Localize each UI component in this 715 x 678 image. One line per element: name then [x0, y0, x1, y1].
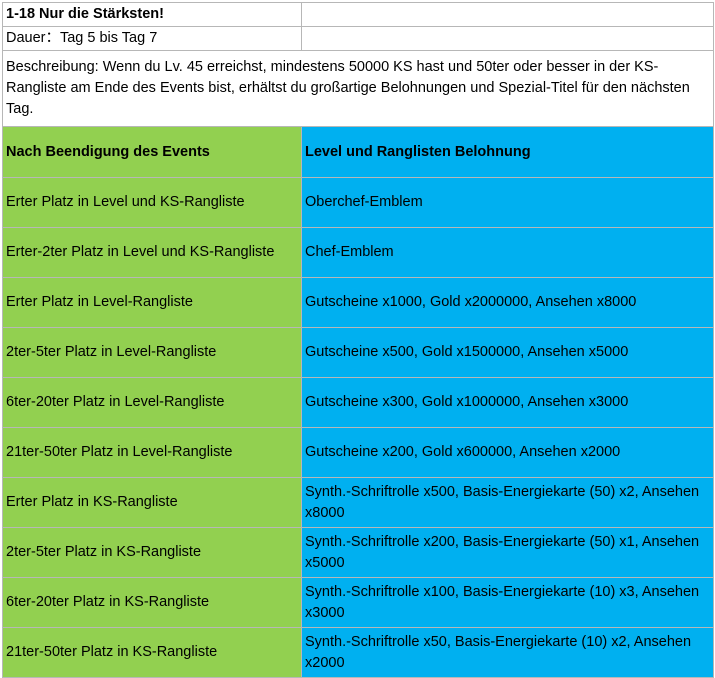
- empty-cell: [301, 26, 714, 51]
- table-row: Erter Platz in KS-Rangliste Synth.-Schrif…: [2, 477, 714, 528]
- column-header: Nach Beendigung des Events: [2, 126, 302, 178]
- table-row: 2ter-5ter Platz in KS-Rangliste Synth.-Sc…: [2, 527, 714, 578]
- rank-cell: 21ter-50ter Platz in Level-Rangliste: [2, 427, 302, 478]
- reward-cell: Synth.-Schriftrolle x100, Basis-Energiek…: [301, 577, 714, 628]
- reward-cell: Gutscheine x300, Gold x1000000, Ansehen …: [301, 377, 714, 428]
- reward-cell: Gutscheine x200, Gold x600000, Ansehen x…: [301, 427, 714, 478]
- table-row: 21ter-50ter Platz in KS-Rangliste Synth.-…: [2, 627, 714, 678]
- reward-cell: Synth.-Schriftrolle x200, Basis-Energiek…: [301, 527, 714, 578]
- table-row: 6ter-20ter Platz in Level-Rangliste Gutsc…: [2, 377, 714, 428]
- table-row: Erter-2ter Platz in Level und KS-Ranglis…: [2, 227, 714, 278]
- rank-cell: Erter-2ter Platz in Level und KS-Ranglis…: [2, 227, 302, 278]
- event-description: Beschreibung: Wenn du Lv. 45 erreichst, …: [2, 50, 714, 127]
- rank-cell: Erter Platz in Level und KS-Rangliste: [2, 177, 302, 228]
- table-row: Erter Platz in Level-Rangliste Gutscheine…: [2, 277, 714, 328]
- rank-cell: 6ter-20ter Platz in KS-Rangliste: [2, 577, 302, 628]
- rank-cell: Erter Platz in Level-Rangliste: [2, 277, 302, 328]
- reward-cell: Chef-Emblem: [301, 227, 714, 278]
- column-header: Level und Ranglisten Belohnung: [301, 126, 714, 178]
- rank-cell: 2ter-5ter Platz in Level-Rangliste: [2, 327, 302, 378]
- table-row: 2ter-5ter Platz in Level-Rangliste Gutsch…: [2, 327, 714, 378]
- empty-cell: [301, 2, 714, 27]
- rank-cell: Erter Platz in KS-Rangliste: [2, 477, 302, 528]
- event-title: 1-18 Nur die Stärksten!: [2, 2, 302, 27]
- event-duration: Dauer：Tag 5 bis Tag 7: [2, 26, 302, 51]
- reward-cell: Synth.-Schriftrolle x500, Basis-Energiek…: [301, 477, 714, 528]
- reward-cell: Oberchef-Emblem: [301, 177, 714, 228]
- reward-cell: Gutscheine x500, Gold x1500000, Ansehen …: [301, 327, 714, 378]
- reward-cell: Gutscheine x1000, Gold x2000000, Ansehen…: [301, 277, 714, 328]
- rank-cell: 2ter-5ter Platz in KS-Rangliste: [2, 527, 302, 578]
- table-row: 6ter-20ter Platz in KS-Rangliste Synth.-S…: [2, 577, 714, 628]
- table-row: 21ter-50ter Platz in Level-Rangliste Guts…: [2, 427, 714, 478]
- rank-cell: 21ter-50ter Platz in KS-Rangliste: [2, 627, 302, 678]
- reward-cell: Synth.-Schriftrolle x50, Basis-Energieka…: [301, 627, 714, 678]
- rank-cell: 6ter-20ter Platz in Level-Rangliste: [2, 377, 302, 428]
- table-row: Erter Platz in Level und KS-Rangliste Obe…: [2, 177, 714, 228]
